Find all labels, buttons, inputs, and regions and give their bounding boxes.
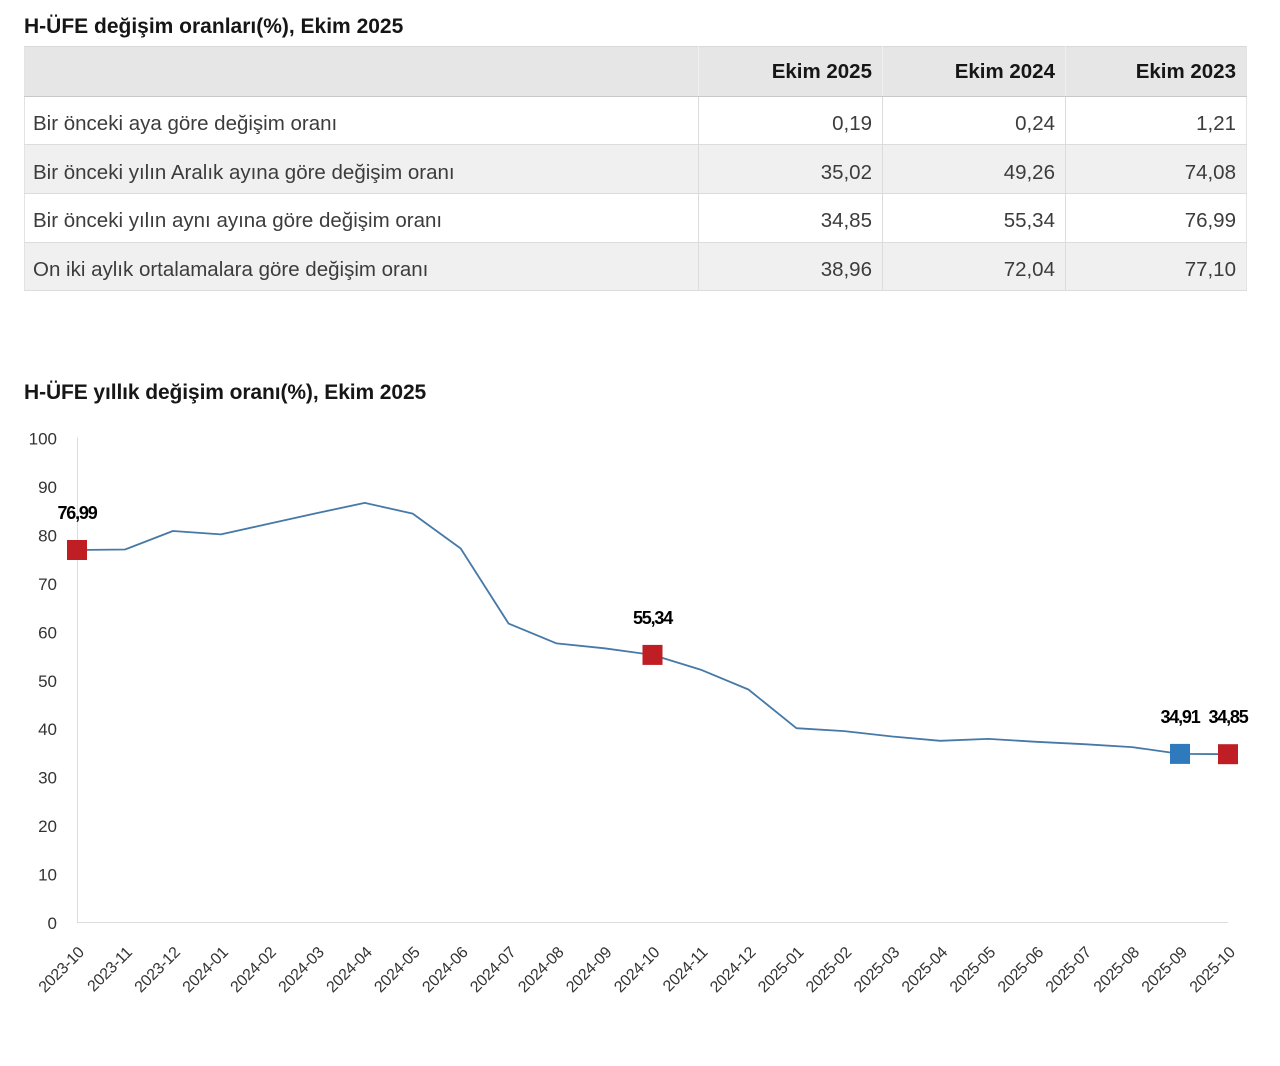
svg-text:100: 100 [29,430,57,449]
svg-text:2025-04: 2025-04 [899,944,951,996]
svg-text:2024-09: 2024-09 [563,944,615,996]
svg-text:2024-08: 2024-08 [515,944,567,996]
svg-text:80: 80 [38,526,57,545]
svg-text:20: 20 [38,817,57,836]
svg-text:2024-04: 2024-04 [324,944,376,996]
svg-text:2024-11: 2024-11 [660,944,712,996]
svg-text:55,34: 55,34 [633,608,673,628]
svg-text:34,85: 34,85 [1208,707,1248,727]
svg-text:2025-09: 2025-09 [1139,944,1191,996]
svg-text:90: 90 [38,478,57,497]
svg-text:60: 60 [38,623,57,642]
svg-text:2025-07: 2025-07 [1043,944,1095,996]
svg-text:2025-10: 2025-10 [1187,944,1239,996]
svg-text:2024-06: 2024-06 [419,944,471,996]
svg-text:2024-02: 2024-02 [228,944,280,996]
svg-text:2025-03: 2025-03 [851,944,903,996]
svg-text:76,99: 76,99 [57,503,97,523]
svg-text:2025-06: 2025-06 [995,944,1047,996]
svg-text:2023-11: 2023-11 [85,944,137,996]
svg-text:2025-08: 2025-08 [1091,944,1143,996]
svg-text:2023-12: 2023-12 [132,944,184,996]
svg-text:2024-01: 2024-01 [180,944,232,996]
svg-text:2024-07: 2024-07 [467,944,519,996]
svg-text:2023-10: 2023-10 [36,944,88,996]
svg-text:2024-05: 2024-05 [371,944,423,996]
svg-text:2025-01: 2025-01 [755,944,807,996]
svg-text:34,91: 34,91 [1160,707,1200,727]
svg-text:30: 30 [38,769,57,788]
svg-text:2024-12: 2024-12 [707,944,759,996]
svg-text:2025-02: 2025-02 [803,944,855,996]
svg-text:10: 10 [38,866,57,885]
svg-text:0: 0 [48,914,57,933]
svg-text:2024-03: 2024-03 [276,944,328,996]
svg-text:50: 50 [38,672,57,691]
svg-text:40: 40 [38,720,57,739]
svg-text:70: 70 [38,575,57,594]
svg-text:2024-10: 2024-10 [611,944,663,996]
svg-text:2025-05: 2025-05 [947,944,999,996]
